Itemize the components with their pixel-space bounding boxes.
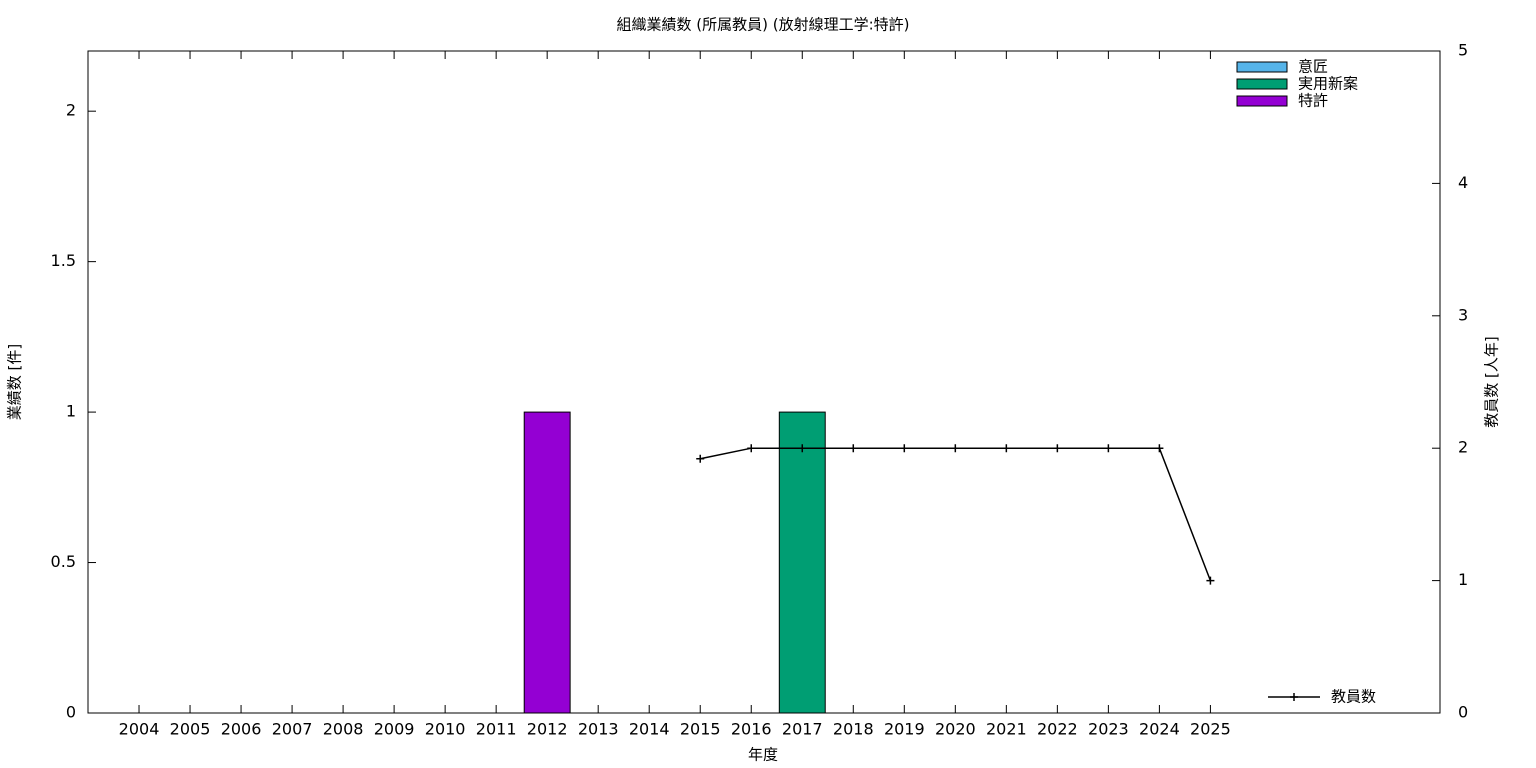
- point: [1155, 444, 1164, 453]
- point: [951, 444, 960, 453]
- y-tick-label: 0: [66, 703, 76, 722]
- x-tick-label: 2005: [170, 720, 211, 739]
- x-tick-label: 2022: [1037, 720, 1078, 739]
- x-tick-label: 2024: [1139, 720, 1180, 739]
- point: [696, 454, 705, 463]
- y2-tick-label: 1: [1458, 570, 1468, 589]
- point: [900, 444, 909, 453]
- x-tick-label: 2009: [374, 720, 415, 739]
- y-tick-label: 1.5: [51, 251, 76, 270]
- point: [1002, 444, 1011, 453]
- y-axis-label: 業績数 [件]: [6, 344, 24, 420]
- x-tick-label: 2020: [935, 720, 976, 739]
- point: [747, 444, 756, 453]
- y2-tick-label: 3: [1458, 305, 1468, 324]
- x-tick-label: 2011: [476, 720, 517, 739]
- point: [1053, 444, 1062, 453]
- x-tick-label: 2017: [782, 720, 823, 739]
- bar: [523, 411, 571, 714]
- chart-title: 組織業績数 (所属教員) (放射線理工学:特許): [617, 16, 910, 34]
- x-tick-label: 2023: [1088, 720, 1129, 739]
- y2-axis-label: 教員数 [人年]: [1483, 336, 1501, 427]
- line: [700, 447, 1212, 581]
- x-tick-label: 2007: [272, 720, 313, 739]
- point: [849, 444, 858, 453]
- y2-tick-label: 5: [1458, 41, 1468, 60]
- legend-swatch: [1236, 61, 1288, 73]
- x-tick-label: 2019: [884, 720, 925, 739]
- legend-label: 実用新案: [1298, 75, 1358, 93]
- legend-label: 特許: [1298, 92, 1328, 110]
- legend-swatch: [1236, 95, 1288, 107]
- x-tick-label: 2016: [731, 720, 772, 739]
- y2-tick-label: 0: [1458, 703, 1468, 722]
- x-tick-label: 2004: [119, 720, 160, 739]
- x-tick-label: 2014: [629, 720, 670, 739]
- y-tick-label: 2: [66, 101, 76, 120]
- x-tick-label: 2025: [1190, 720, 1231, 739]
- bar: [778, 411, 826, 714]
- y-tick-label: 0.5: [51, 552, 76, 571]
- y2-tick-label: 4: [1458, 173, 1468, 192]
- x-axis-label: 年度: [748, 746, 778, 764]
- x-tick-label: 2010: [425, 720, 466, 739]
- point: [798, 444, 807, 453]
- x-tick-label: 2006: [221, 720, 262, 739]
- x-tick-label: 2015: [680, 720, 721, 739]
- x-tick-label: 2021: [986, 720, 1027, 739]
- legend-label: 意匠: [1298, 58, 1328, 76]
- legend-label: 教員数: [1331, 688, 1376, 706]
- x-tick-label: 2013: [578, 720, 619, 739]
- point: [1206, 576, 1215, 585]
- x-tick-label: 2018: [833, 720, 874, 739]
- point: [1104, 444, 1113, 453]
- x-tick-label: 2012: [527, 720, 568, 739]
- y2-tick-label: 2: [1458, 438, 1468, 457]
- legend-marker: [1290, 693, 1298, 701]
- y-tick-label: 1: [66, 402, 76, 421]
- plot-frame: [87, 50, 1441, 714]
- x-tick-label: 2008: [323, 720, 364, 739]
- legend-swatch: [1236, 78, 1288, 90]
